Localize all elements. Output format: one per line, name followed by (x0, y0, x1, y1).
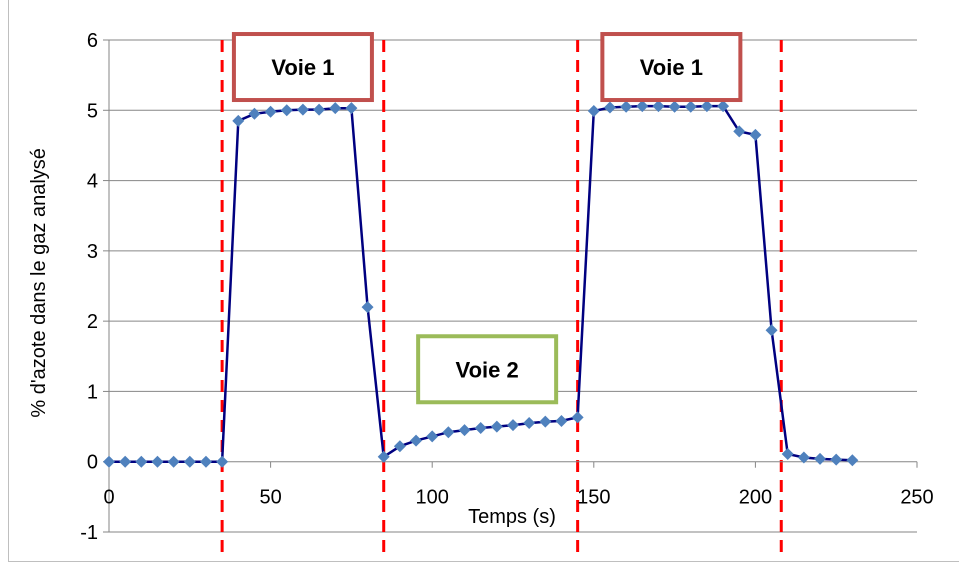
y-tick-label: 4 (87, 171, 98, 193)
series (103, 100, 859, 468)
data-point (103, 455, 115, 468)
data-point (458, 424, 471, 437)
data-point (765, 324, 778, 337)
data-point (426, 430, 439, 443)
data-point (830, 453, 843, 466)
annotation-box (416, 334, 559, 405)
chart-frame (8, 0, 959, 562)
separator-lines (220, 40, 783, 556)
data-point (668, 100, 681, 113)
data-point (490, 420, 503, 433)
data-point (846, 454, 859, 467)
data-point (216, 455, 229, 468)
data-point (313, 103, 326, 116)
data-point (781, 447, 794, 460)
y-tick-label: 5 (87, 100, 98, 122)
data-point (264, 105, 277, 118)
data-point (248, 107, 261, 120)
data-point (717, 100, 730, 113)
data-point (523, 417, 536, 430)
data-point (539, 415, 552, 428)
data-point (474, 421, 487, 434)
data-point (797, 451, 810, 464)
data-point (296, 103, 309, 116)
data-point (652, 100, 665, 113)
x-tick-label: 100 (416, 487, 449, 509)
y-tick-label: 6 (87, 30, 98, 52)
x-tick-label: 0 (103, 487, 114, 509)
data-point (749, 128, 762, 141)
y-tick-label: 1 (87, 381, 98, 403)
data-point (393, 440, 406, 453)
data-point (733, 125, 746, 138)
data-point (345, 102, 358, 115)
data-point (442, 426, 455, 439)
y-tick-label: 0 (87, 452, 98, 474)
data-point (684, 100, 697, 113)
y-tick-label: 2 (87, 311, 98, 333)
annotation-label: Voie 1 (640, 55, 703, 80)
y-axis-title: % d'azote dans le gaz analysé (28, 148, 50, 418)
y-tick-label: -1 (80, 522, 98, 544)
data-point (377, 450, 390, 463)
x-axis-title: Temps (s) (468, 506, 556, 528)
series-line (109, 104, 853, 463)
axes (103, 39, 918, 533)
data-point (410, 434, 423, 447)
data-point (587, 104, 600, 117)
annotation-box (231, 32, 374, 103)
annotation-label: Voie 1 (271, 55, 334, 80)
x-tick-label: 50 (259, 487, 281, 509)
data-point (555, 414, 568, 427)
data-point (814, 452, 827, 465)
data-point (280, 104, 293, 117)
annotations: Voie 1 Voie 2 Voie 1 (231, 32, 743, 405)
data-point (119, 455, 132, 468)
data-point (700, 100, 713, 113)
x-tick-label: 200 (739, 487, 772, 509)
data-point (636, 100, 649, 113)
data-point (183, 455, 196, 468)
x-tick-label: 150 (577, 487, 610, 509)
data-point (199, 455, 212, 468)
annotation-label: Voie 2 (456, 357, 519, 382)
data-point (167, 455, 180, 468)
data-point (571, 411, 584, 424)
data-point (361, 301, 374, 314)
data-point (135, 455, 148, 468)
data-point (620, 100, 633, 113)
annotation-box (600, 32, 743, 103)
y-tick-label: 3 (87, 241, 98, 263)
data-point (507, 419, 519, 432)
data-point (603, 101, 616, 114)
x-tick-label: 250 (900, 487, 933, 509)
data-point (329, 102, 342, 115)
data-point (232, 114, 245, 127)
data-point (151, 455, 164, 468)
